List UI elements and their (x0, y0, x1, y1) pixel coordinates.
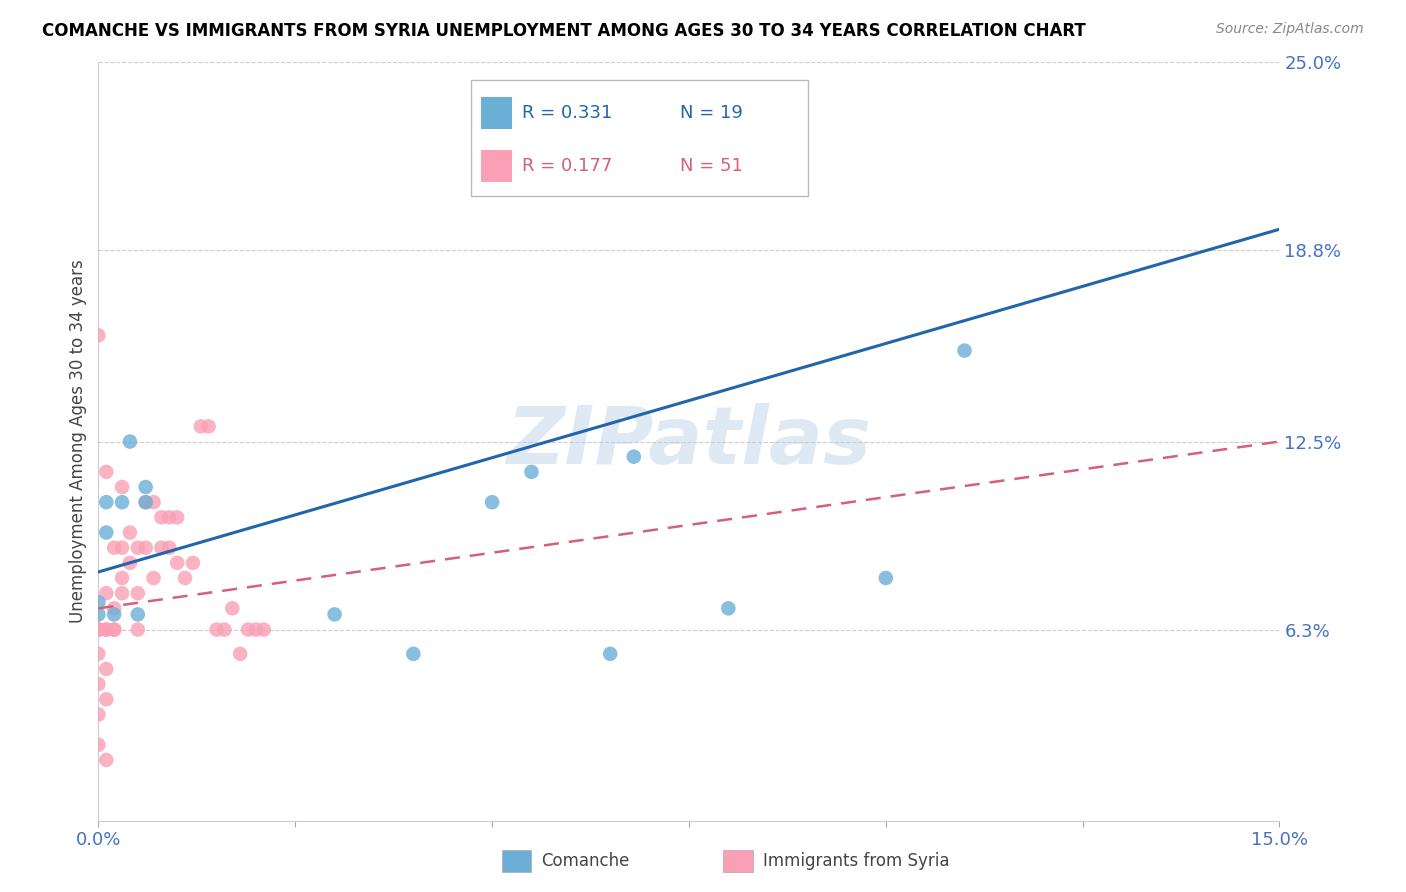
Point (135, 495, 157, 509)
Point (103, 541, 125, 555)
Bar (723, 849, 754, 872)
Point (166, 510, 188, 524)
Point (135, 480, 157, 494)
Point (214, 623, 236, 637)
Point (87, 677, 110, 691)
Text: ZIPatlas: ZIPatlas (506, 402, 872, 481)
Point (166, 556, 188, 570)
Point (127, 586, 149, 600)
Point (87, 607, 110, 622)
Point (103, 607, 125, 622)
Point (127, 541, 149, 555)
Point (181, 556, 204, 570)
Point (520, 465, 543, 479)
Point (142, 571, 165, 585)
Bar (481, 150, 512, 182)
Point (87, 623, 110, 637)
Point (323, 607, 346, 622)
Point (157, 541, 180, 555)
Point (245, 623, 267, 637)
Point (96, 465, 118, 479)
Point (127, 607, 149, 622)
FancyBboxPatch shape (471, 80, 808, 196)
Point (481, 495, 503, 509)
Point (87, 738, 110, 752)
Point (103, 623, 125, 637)
Text: N = 19: N = 19 (681, 103, 744, 121)
Point (96, 623, 118, 637)
Point (87, 707, 110, 722)
Point (118, 525, 141, 540)
Point (87, 623, 110, 637)
Point (236, 623, 259, 637)
Point (135, 541, 157, 555)
Point (174, 571, 197, 585)
Point (87, 623, 110, 637)
Point (96, 495, 118, 509)
Point (87, 623, 110, 637)
Text: Source: ZipAtlas.com: Source: ZipAtlas.com (1216, 22, 1364, 37)
Text: Immigrants from Syria: Immigrants from Syria (762, 852, 949, 870)
Point (96, 753, 118, 767)
Point (135, 495, 157, 509)
Point (623, 450, 645, 464)
Point (717, 601, 740, 615)
Bar (502, 849, 531, 872)
Point (111, 571, 134, 585)
Text: COMANCHE VS IMMIGRANTS FROM SYRIA UNEMPLOYMENT AMONG AGES 30 TO 34 YEARS CORRELA: COMANCHE VS IMMIGRANTS FROM SYRIA UNEMPL… (42, 22, 1085, 40)
Point (157, 510, 180, 524)
Text: Comanche: Comanche (541, 852, 630, 870)
Point (96, 692, 118, 706)
Point (197, 419, 219, 434)
Point (118, 434, 141, 449)
Point (87, 328, 110, 343)
Point (221, 601, 243, 615)
Point (87, 595, 110, 609)
Point (103, 623, 125, 637)
Point (118, 556, 141, 570)
Point (96, 662, 118, 676)
Point (87, 623, 110, 637)
Point (96, 586, 118, 600)
Point (96, 525, 118, 540)
Point (111, 586, 134, 600)
Bar (481, 96, 512, 129)
Point (229, 647, 252, 661)
Point (111, 541, 134, 555)
Point (205, 623, 228, 637)
Text: N = 51: N = 51 (681, 157, 744, 175)
Point (111, 495, 134, 509)
Point (190, 419, 212, 434)
Point (599, 647, 621, 661)
Point (150, 541, 173, 555)
Point (953, 343, 976, 358)
Text: R = 0.331: R = 0.331 (522, 103, 612, 121)
Point (111, 480, 134, 494)
Point (103, 601, 125, 615)
Point (402, 647, 425, 661)
Point (96, 623, 118, 637)
Point (253, 623, 276, 637)
Y-axis label: Unemployment Among Ages 30 to 34 years: Unemployment Among Ages 30 to 34 years (69, 260, 87, 624)
Point (875, 571, 897, 585)
Point (150, 510, 173, 524)
Text: R = 0.177: R = 0.177 (522, 157, 612, 175)
Point (87, 647, 110, 661)
Point (142, 495, 165, 509)
Point (127, 623, 149, 637)
